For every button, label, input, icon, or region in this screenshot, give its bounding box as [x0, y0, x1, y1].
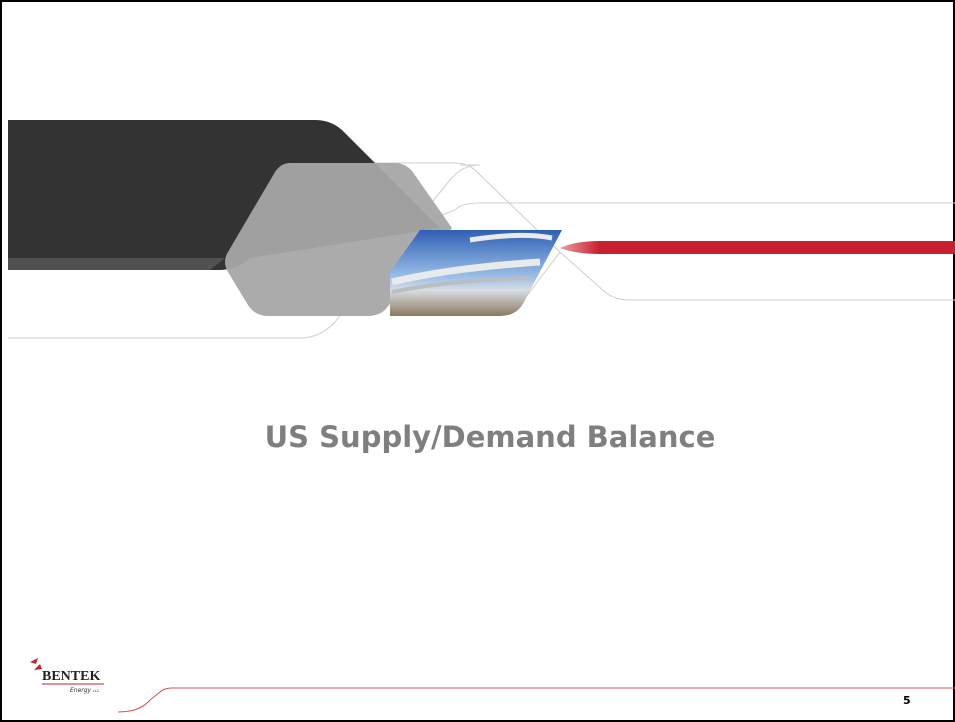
logo-sub: Energy	[70, 687, 92, 694]
logo-suffix: LLC	[93, 689, 100, 693]
page: US Supply/Demand Balance BENTEK Energy L…	[0, 0, 955, 722]
band-highlight	[8, 258, 225, 270]
logo-name: BENTEK	[42, 669, 100, 684]
slide: US Supply/Demand Balance BENTEK Energy L…	[0, 0, 955, 722]
slide-title: US Supply/Demand Balance	[265, 420, 716, 454]
page-number: 5	[903, 694, 911, 707]
slide-border	[1, 1, 954, 721]
red-stripe	[560, 241, 955, 254]
